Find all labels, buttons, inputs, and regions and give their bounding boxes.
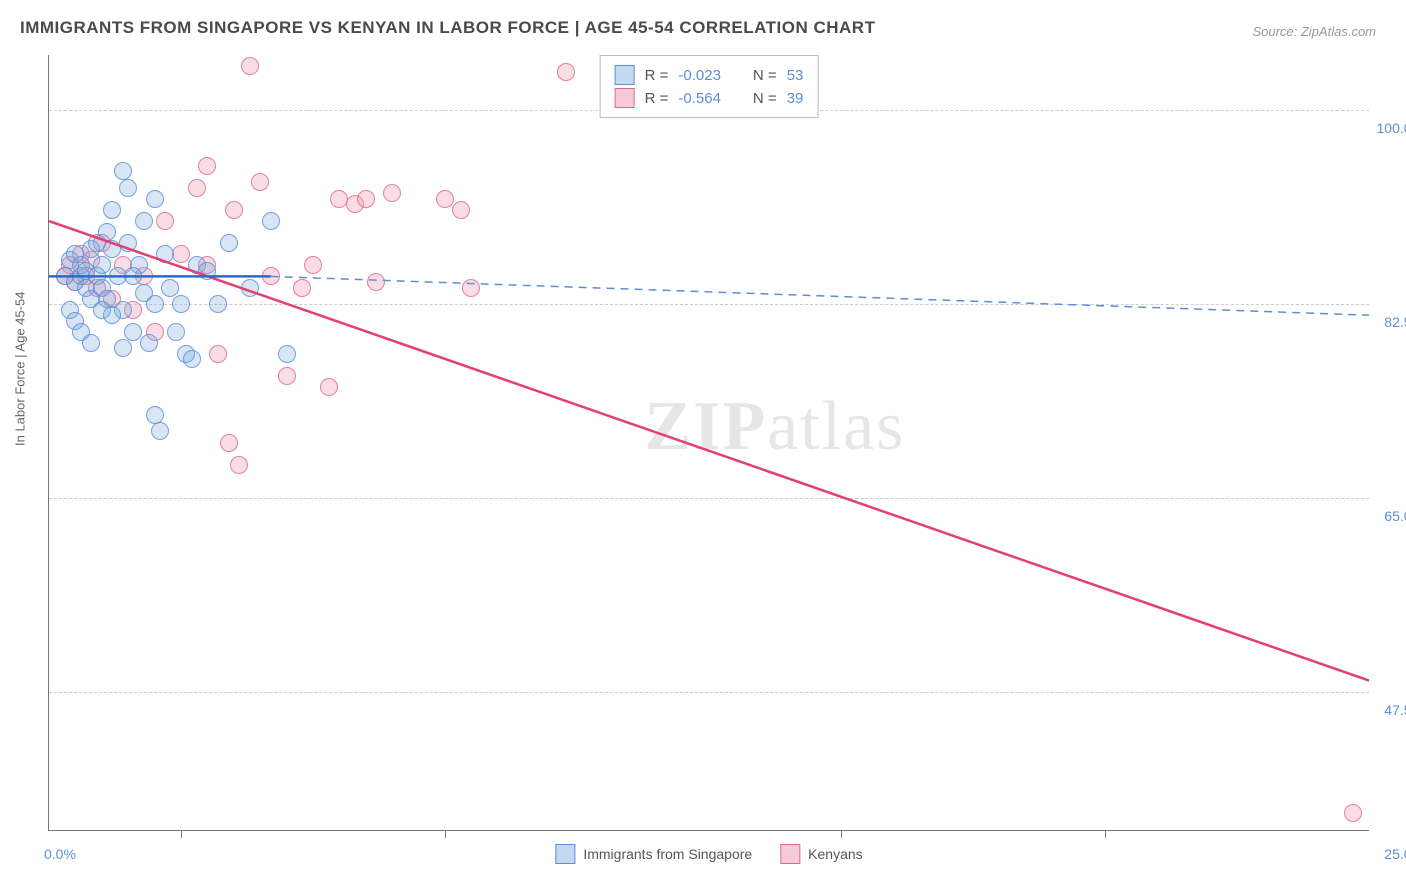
y-tick-label: 100.0%: [1377, 120, 1406, 136]
x-tick: [1105, 830, 1106, 838]
swatch-pink-icon: [780, 844, 800, 864]
legend-label-kenyans: Kenyans: [808, 846, 862, 862]
x-tick: [445, 830, 446, 838]
x-axis-max-label: 25.0%: [1384, 846, 1406, 862]
trend-line-pink: [49, 221, 1369, 680]
legend-series: Immigrants from Singapore Kenyans: [555, 844, 862, 864]
trend-lines-svg: [49, 55, 1369, 830]
r-label: R =: [645, 90, 669, 107]
chart-title: IMMIGRANTS FROM SINGAPORE VS KENYAN IN L…: [20, 18, 875, 38]
swatch-blue-icon: [615, 65, 635, 85]
legend-item-singapore: Immigrants from Singapore: [555, 844, 752, 864]
trend-line-blue-dashed: [271, 276, 1369, 315]
r-label: R =: [645, 67, 669, 84]
source-label: Source: ZipAtlas.com: [1252, 24, 1376, 39]
legend-label-singapore: Immigrants from Singapore: [583, 846, 752, 862]
y-tick-label: 47.5%: [1384, 702, 1406, 718]
x-axis-min-label: 0.0%: [44, 846, 76, 862]
legend-row-pink: R = -0.564 N = 39: [615, 88, 804, 108]
legend-correlation: R = -0.023 N = 53 R = -0.564 N = 39: [600, 55, 819, 118]
n-value-pink: 39: [787, 90, 804, 107]
n-value-blue: 53: [787, 67, 804, 84]
r-value-blue: -0.023: [678, 67, 721, 84]
y-tick-label: 65.0%: [1384, 508, 1406, 524]
legend-item-kenyans: Kenyans: [780, 844, 862, 864]
y-tick-label: 82.5%: [1384, 314, 1406, 330]
r-value-pink: -0.564: [678, 90, 721, 107]
y-axis-title: In Labor Force | Age 45-54: [13, 292, 28, 446]
swatch-blue-icon: [555, 844, 575, 864]
n-label: N =: [753, 67, 777, 84]
swatch-pink-icon: [615, 88, 635, 108]
plot-area: ZIPatlas R = -0.023 N = 53 R = -0.564 N …: [48, 55, 1369, 831]
x-tick: [181, 830, 182, 838]
chart-container: IMMIGRANTS FROM SINGAPORE VS KENYAN IN L…: [0, 0, 1406, 892]
legend-row-blue: R = -0.023 N = 53: [615, 65, 804, 85]
x-tick: [841, 830, 842, 838]
n-label: N =: [753, 90, 777, 107]
